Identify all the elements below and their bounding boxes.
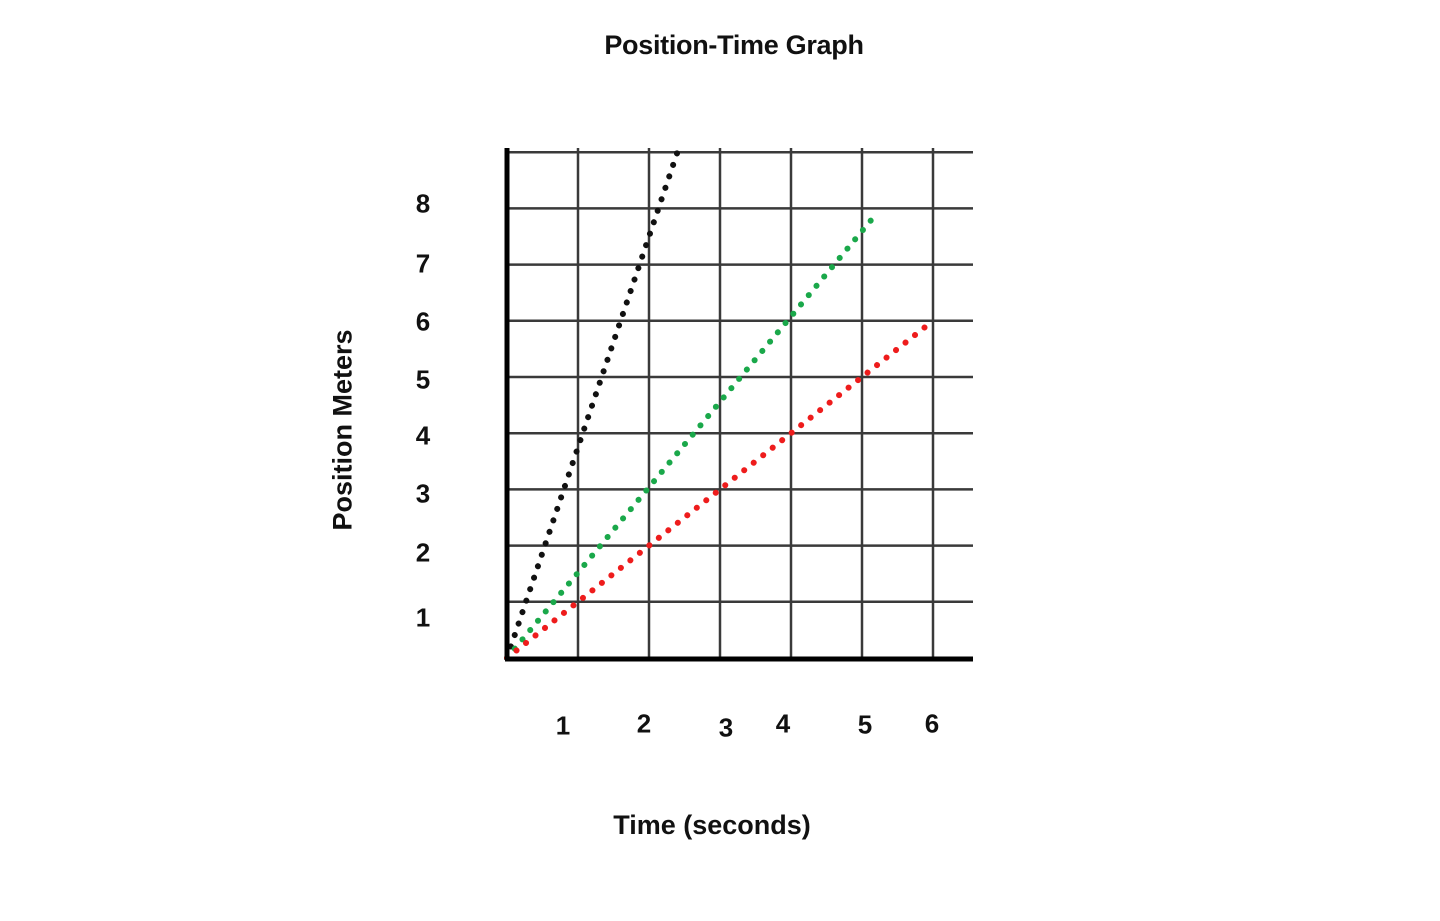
y-tick-label: 6 [415, 306, 431, 337]
y-tick-label: 3 [415, 478, 431, 509]
x-tick-label: 3 [718, 712, 734, 743]
x-tick-label: 6 [924, 708, 940, 739]
y-tick-label: 4 [415, 420, 431, 451]
x-tick-label: 5 [857, 709, 873, 740]
y-tick-label: 7 [415, 248, 431, 279]
x-tick-label: 2 [636, 708, 652, 739]
x-tick-label: 4 [775, 708, 791, 739]
black-line-series [504, 149, 681, 661]
x-tick-label: 1 [555, 710, 571, 741]
y-tick-label: 5 [415, 364, 431, 395]
green-line-series [504, 211, 880, 661]
y-tick-label: 2 [415, 537, 431, 568]
data-series [504, 149, 936, 661]
y-tick-label: 1 [415, 602, 431, 633]
chart-title: Position-Time Graph [604, 30, 864, 60]
y-tick-label: 8 [415, 188, 431, 219]
grid-lines [507, 148, 973, 658]
x-axis-label: Time (seconds) [613, 810, 811, 840]
